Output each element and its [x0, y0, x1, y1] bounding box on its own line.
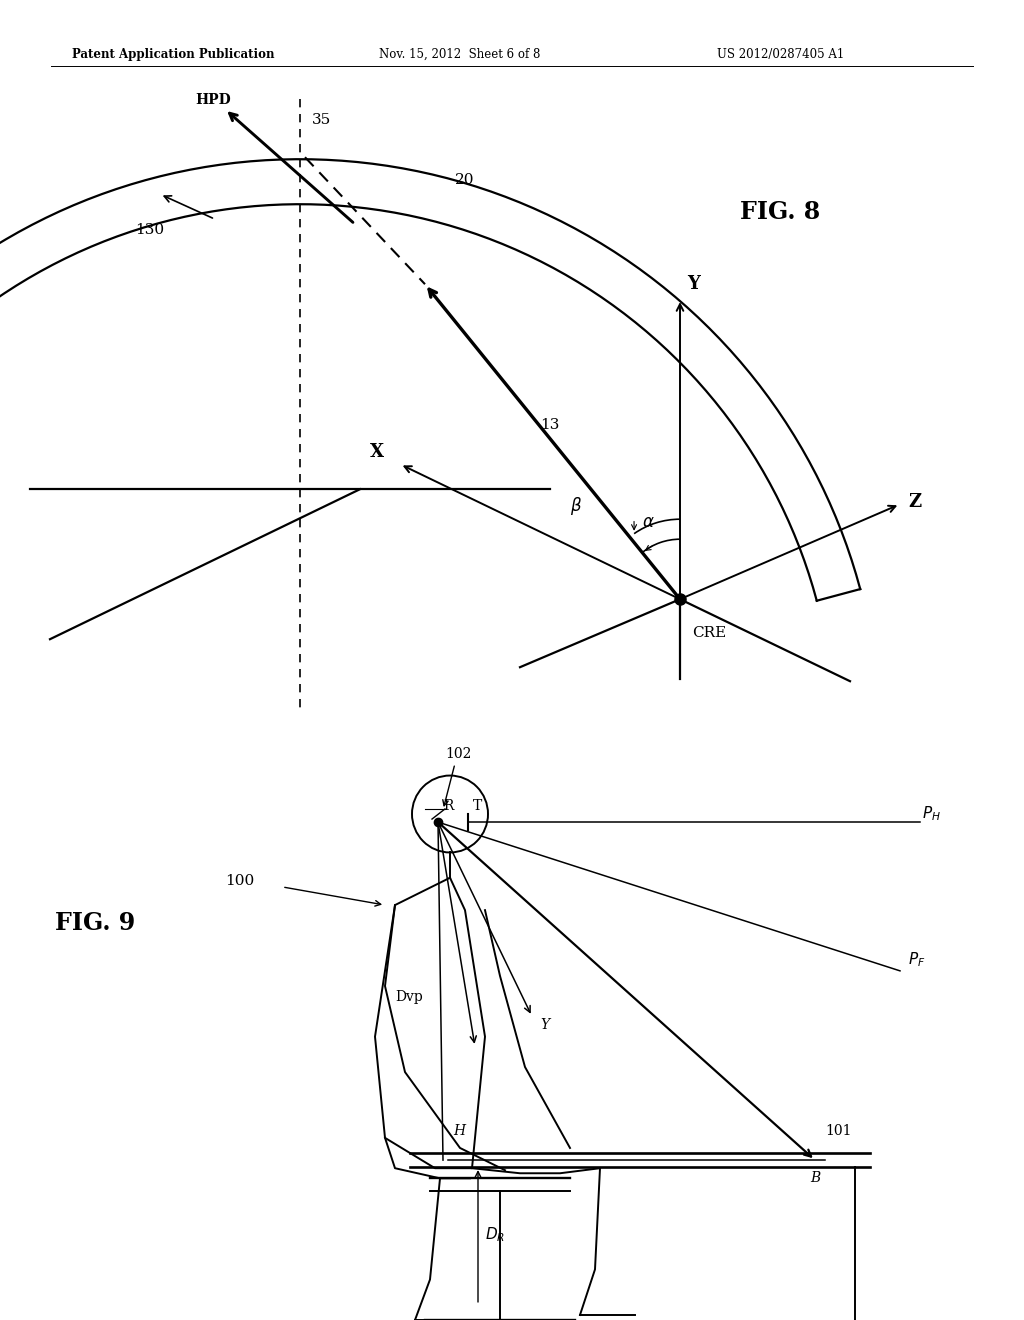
Text: H: H	[453, 1123, 465, 1138]
Text: Y: Y	[540, 1018, 549, 1031]
Text: 100: 100	[225, 874, 254, 888]
Text: $D_R$: $D_R$	[485, 1225, 505, 1243]
Text: $P_H$: $P_H$	[922, 804, 941, 822]
Text: 102: 102	[445, 747, 471, 762]
Text: 13: 13	[540, 418, 559, 432]
Text: Y: Y	[687, 275, 699, 293]
Text: 20: 20	[455, 173, 474, 187]
Text: FIG. 8: FIG. 8	[740, 201, 820, 224]
Text: X: X	[370, 444, 384, 461]
Text: HPD: HPD	[195, 94, 230, 107]
Text: Nov. 15, 2012  Sheet 6 of 8: Nov. 15, 2012 Sheet 6 of 8	[379, 48, 541, 61]
Text: B: B	[810, 1171, 820, 1185]
Text: 101: 101	[825, 1123, 852, 1138]
Text: $\alpha$: $\alpha$	[642, 515, 654, 531]
Text: Dvp: Dvp	[395, 990, 423, 1005]
Text: Patent Application Publication: Patent Application Publication	[72, 48, 274, 61]
Text: US 2012/0287405 A1: US 2012/0287405 A1	[717, 48, 844, 61]
Text: R: R	[443, 799, 454, 813]
Text: FIG. 9: FIG. 9	[55, 911, 135, 936]
Text: CRE: CRE	[692, 626, 726, 640]
Text: $P_F$: $P_F$	[908, 950, 926, 969]
Text: 130: 130	[135, 223, 164, 238]
Text: Z: Z	[908, 494, 922, 511]
Text: 35: 35	[312, 114, 331, 127]
Text: $\beta$: $\beta$	[570, 495, 582, 517]
Text: T: T	[473, 799, 482, 813]
